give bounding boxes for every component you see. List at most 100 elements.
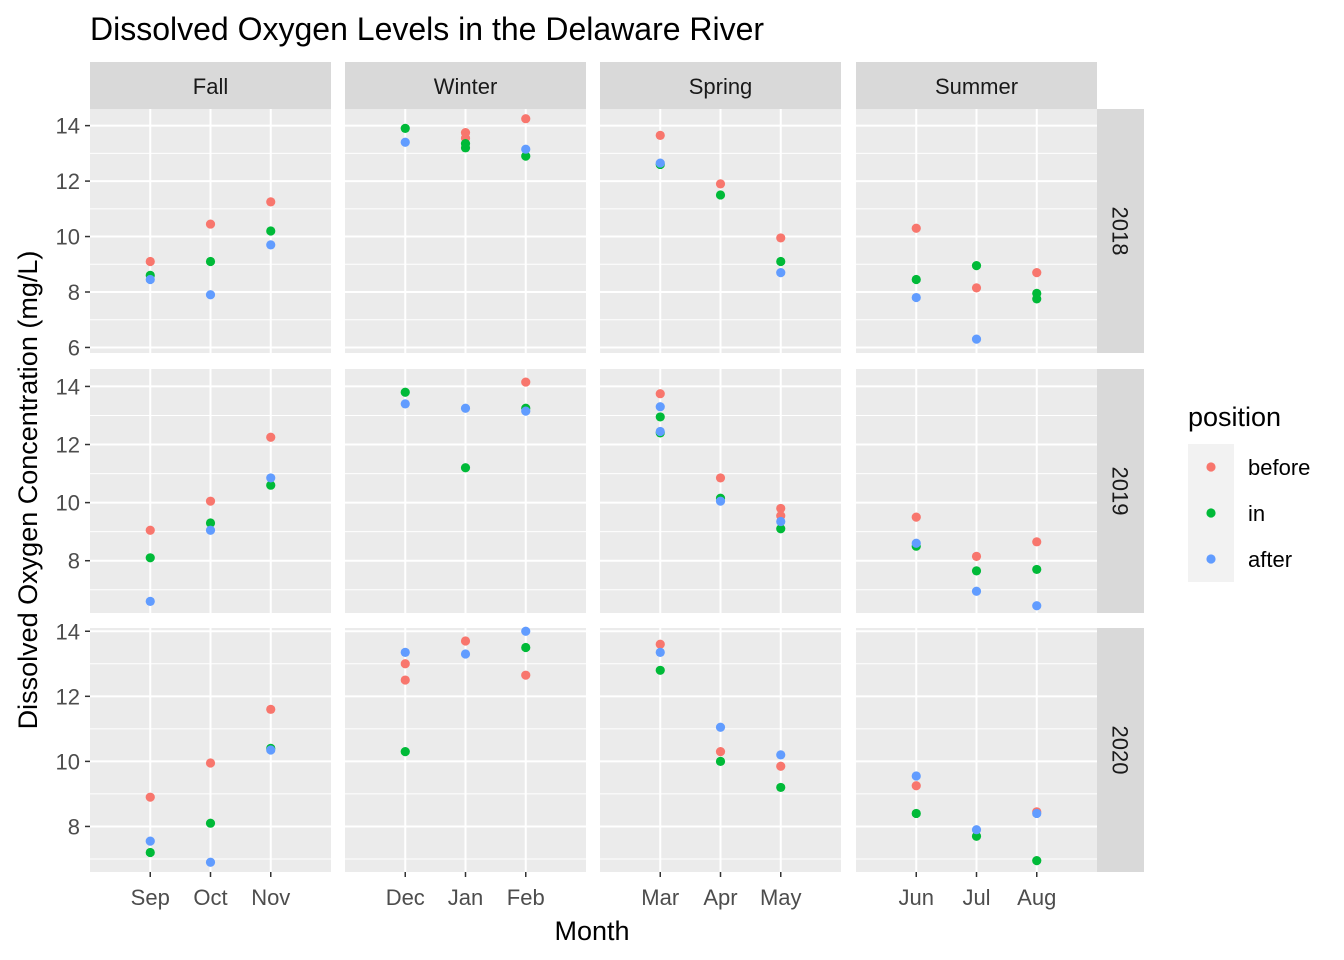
point-before-feb-2019: [521, 377, 531, 387]
point-after-nov-2018: [266, 240, 276, 250]
panel-winter-2020: [345, 626, 586, 872]
point-after-mar-2020: [655, 647, 665, 658]
y-tick-label: 12: [56, 684, 80, 709]
point-before-jan-2020: [460, 636, 471, 646]
point-before-jun-2019: [911, 512, 921, 522]
point-after-mar-2019: [655, 426, 665, 437]
point-in-jan-2018: [460, 143, 471, 153]
point-in-aug-2018: [1032, 294, 1042, 304]
point-in-feb-2018: [521, 151, 531, 161]
point-before-oct-2019: [205, 496, 216, 506]
point-before-apr-2018: [715, 179, 726, 189]
point-in-oct-2020: [205, 818, 216, 828]
point-before-may-2019: [776, 503, 786, 514]
point-in-aug-2020: [1032, 856, 1042, 866]
legend-key-before: [1206, 462, 1216, 472]
point-after-jan-2019: [460, 403, 471, 413]
y-tick-label: 14: [56, 114, 80, 139]
panel-winter-2018: [345, 109, 586, 353]
panel-spring-2020: [600, 628, 841, 872]
point-before-feb-2018: [521, 114, 531, 124]
y-tick-label: 8: [68, 814, 80, 839]
legend-key-in: [1206, 508, 1216, 518]
x-tick-label-aug: Aug: [1017, 885, 1056, 910]
point-before-nov-2019: [266, 432, 276, 442]
point-after-apr-2019: [715, 496, 726, 506]
legend-label-in: in: [1248, 501, 1265, 526]
panel-spring-2018: [600, 109, 841, 353]
point-after-jul-2018: [971, 334, 982, 344]
point-in-dec-2019: [400, 387, 410, 397]
point-in-nov-2018: [266, 226, 276, 236]
facet-strip-label: 2018: [1108, 207, 1133, 256]
point-before-sep-2020: [145, 792, 155, 802]
panel-winter-2019: [345, 369, 586, 613]
point-after-dec-2019: [400, 399, 410, 409]
point-before-jul-2018: [971, 283, 982, 293]
point-in-may-2018: [776, 256, 786, 267]
point-after-apr-2020: [715, 722, 726, 732]
x-tick-label-nov: Nov: [251, 885, 290, 910]
facet-strip-spring: [600, 62, 841, 109]
point-after-feb-2019: [521, 406, 531, 416]
point-in-feb-2020: [521, 642, 531, 653]
legend: position before in after: [1188, 402, 1310, 582]
facet-strips: Fall Winter Spring Summer 2018 2019 2020: [90, 62, 1144, 872]
x-tick-label-apr: Apr: [703, 885, 737, 910]
point-before-sep-2018: [145, 256, 155, 267]
y-tick-label: 12: [56, 433, 80, 458]
point-after-jun-2020: [911, 771, 921, 781]
x-tick-label-jan: Jan: [448, 885, 483, 910]
x-tick-label-sep: Sep: [131, 885, 170, 910]
facet-strip-label: Winter: [434, 74, 498, 99]
point-before-apr-2020: [715, 747, 726, 757]
point-in-mar-2019: [655, 412, 665, 422]
point-after-sep-2018: [145, 274, 155, 285]
point-in-apr-2020: [715, 756, 726, 766]
point-in-jan-2019: [460, 463, 471, 473]
panel-fall-2020: [90, 628, 331, 872]
point-after-nov-2020: [266, 745, 276, 755]
point-after-may-2019: [776, 516, 786, 527]
y-axes: 6 8 10 12 14 8 10 12 14 8 10 12 14: [56, 114, 90, 839]
point-before-may-2018: [776, 233, 786, 243]
point-in-dec-2018: [400, 123, 410, 134]
legend-label-before: before: [1248, 455, 1310, 480]
legend-key-after: [1206, 554, 1216, 564]
point-after-jun-2018: [911, 292, 921, 303]
panel-fall-2019: [90, 369, 331, 613]
point-before-oct-2020: [205, 758, 216, 768]
point-after-sep-2020: [145, 836, 155, 846]
point-after-may-2020: [776, 750, 786, 760]
point-after-mar-2018: [655, 158, 665, 168]
y-tick-label: 10: [56, 749, 80, 774]
panel-summer-2020: [856, 628, 1097, 872]
point-after-feb-2018: [521, 144, 531, 154]
point-before-sep-2019: [145, 525, 155, 535]
point-before-apr-2019: [715, 473, 726, 483]
facet-panels: [90, 109, 1097, 872]
point-after-jun-2019: [911, 538, 921, 548]
y-tick-label: 14: [56, 619, 80, 644]
facet-strip-label: Spring: [689, 74, 753, 99]
y-tick-label: 6: [68, 335, 80, 360]
facet-strip-label: 2020: [1108, 726, 1133, 775]
point-in-oct-2018: [205, 256, 216, 267]
point-after-jul-2020: [971, 825, 982, 835]
point-before-jun-2018: [911, 223, 921, 233]
point-after-nov-2019: [266, 473, 276, 483]
facet-strip-summer: [856, 62, 1097, 109]
panel-summer-2019: [856, 369, 1097, 613]
point-in-jul-2018: [971, 261, 982, 271]
point-in-sep-2020: [145, 847, 155, 858]
facet-strip-2020: [1097, 628, 1144, 872]
point-in-nov-2019: [266, 480, 276, 490]
point-after-mar-2019: [655, 402, 665, 412]
point-after-dec-2020: [400, 647, 410, 658]
point-in-jun-2018: [911, 274, 921, 285]
point-in-may-2019: [776, 524, 786, 534]
point-before-may-2020: [776, 761, 786, 771]
x-tick-label-dec: Dec: [386, 885, 425, 910]
point-before-mar-2019: [655, 389, 665, 399]
x-tick-label-jun: Jun: [899, 885, 934, 910]
